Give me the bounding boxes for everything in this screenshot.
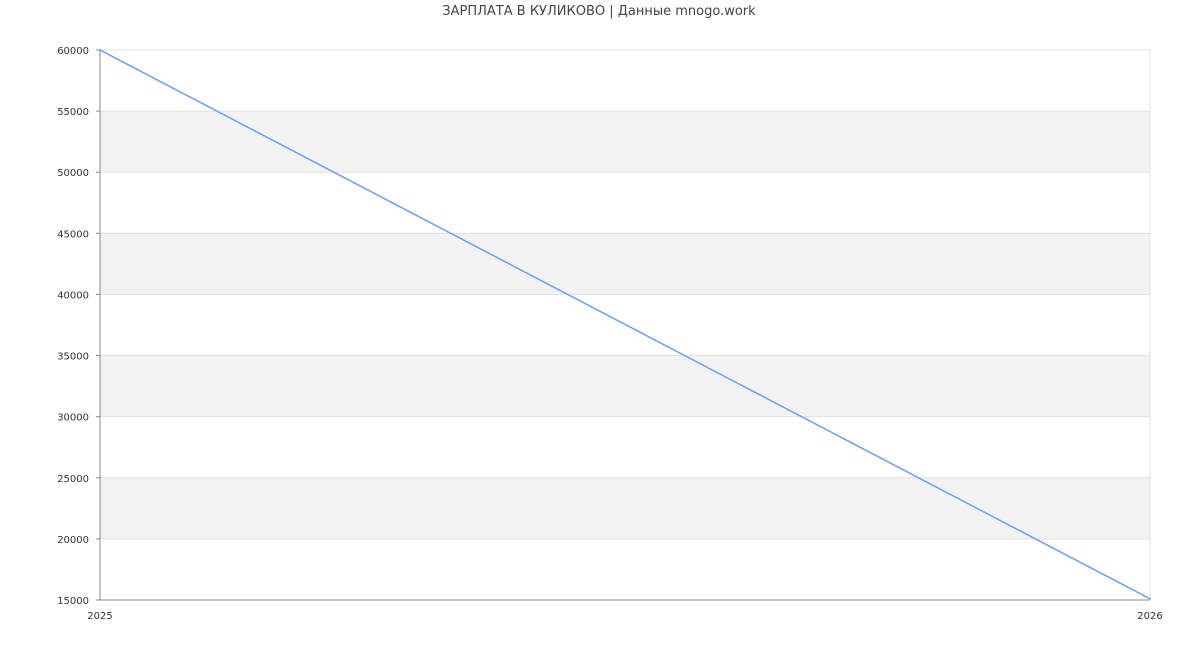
y-tick-label: 20000 — [57, 535, 89, 546]
grid-band — [100, 355, 1150, 417]
y-tick-label: 55000 — [57, 107, 89, 118]
y-tick-label: 15000 — [57, 596, 89, 607]
grid-band — [100, 477, 1150, 539]
y-tick-label: 50000 — [57, 168, 89, 179]
y-tick-label: 45000 — [57, 229, 89, 240]
y-tick-label: 40000 — [57, 290, 89, 301]
x-tick-label: 2026 — [1137, 611, 1162, 622]
data-point — [99, 49, 101, 51]
grid-band — [100, 233, 1150, 295]
grid-band — [100, 111, 1150, 173]
y-tick-label: 25000 — [57, 474, 89, 485]
y-tick-label: 60000 — [57, 46, 89, 57]
chart-title: ЗАРПЛАТА В КУЛИКОВО | Данные mnogo.work — [442, 4, 756, 19]
x-tick-label: 2025 — [87, 611, 112, 622]
series-line — [99, 49, 1151, 600]
y-tick-label: 30000 — [57, 413, 89, 424]
data-point — [1149, 597, 1151, 600]
y-tick-label: 35000 — [57, 352, 89, 363]
